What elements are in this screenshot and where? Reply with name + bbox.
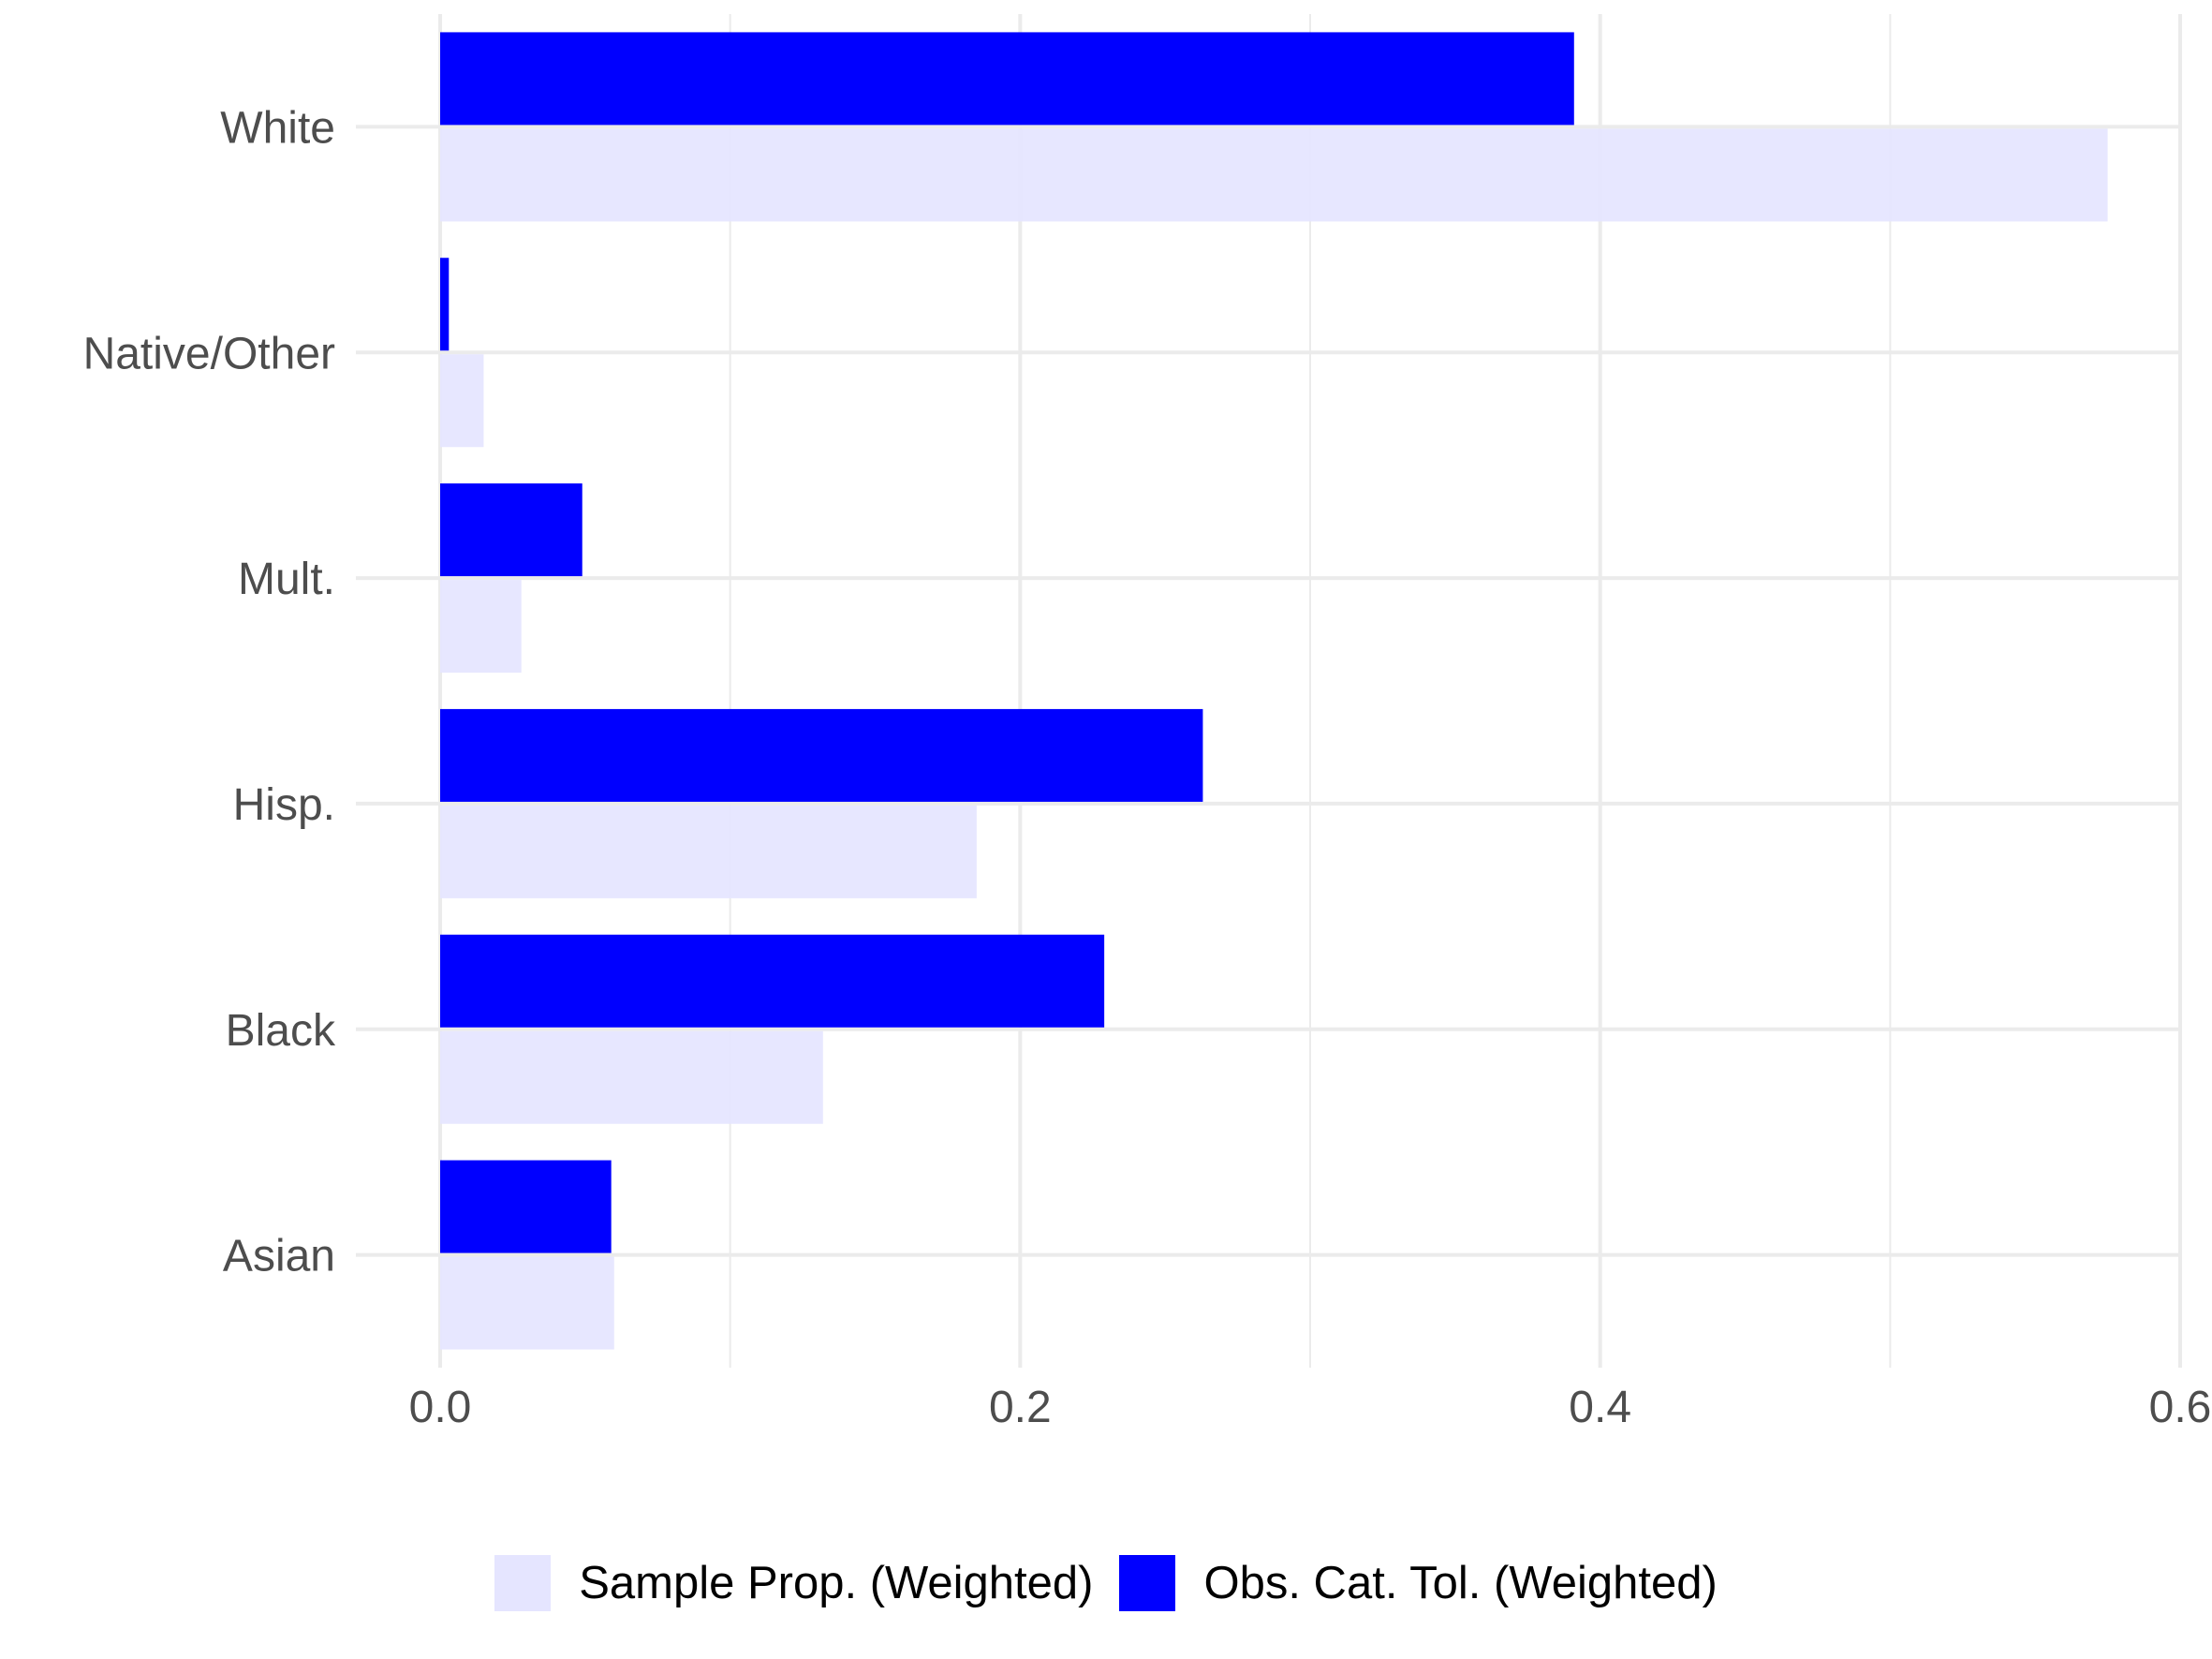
x-tick-label: 0.2 <box>989 1383 1052 1432</box>
bar-obs-cat-tol-native-other <box>440 258 450 351</box>
y-tick-label: Asian <box>223 1232 335 1281</box>
y-tick-label: Black <box>226 1006 336 1056</box>
bar-sample-prop-black <box>440 1030 823 1124</box>
bar-sample-prop-hisp- <box>440 805 977 898</box>
bar-obs-cat-tol-hisp- <box>440 708 1203 802</box>
legend-swatch-obs-cat-tol <box>1119 1555 1176 1611</box>
legend-item-sample-prop: Sample Prop. (Weighted) <box>494 1555 1093 1611</box>
x-axis-ticks: 0.0 0.2 0.4 0.6 <box>409 1383 2212 1432</box>
bar-obs-cat-tol-black <box>440 934 1105 1028</box>
x-tick-label: 0.4 <box>1569 1383 1631 1432</box>
legend-swatch-sample-prop <box>494 1555 552 1611</box>
bars <box>440 32 2108 1350</box>
bar-sample-prop-white <box>440 128 2108 222</box>
y-tick-label: Hisp. <box>233 780 335 830</box>
bar-sample-prop-asian <box>440 1256 614 1350</box>
bar-obs-cat-tol-mult- <box>440 483 582 577</box>
legend: Sample Prop. (Weighted) Obs. Cat. Tol. (… <box>0 1546 2212 1621</box>
bar-sample-prop-mult- <box>440 580 522 674</box>
x-tick-label: 0.6 <box>2149 1383 2212 1432</box>
y-tick-label: Mult. <box>238 555 335 604</box>
y-tick-label: White <box>220 103 335 153</box>
y-axis-ticks: White Native/Other Mult. Hisp. Black Asian <box>83 103 336 1281</box>
legend-item-obs-cat-tol: Obs. Cat. Tol. (Weighted) <box>1119 1555 1718 1611</box>
bar-obs-cat-tol-white <box>440 32 1574 126</box>
grid-lines <box>356 14 2182 1368</box>
bar-obs-cat-tol-asian <box>440 1160 612 1253</box>
y-tick-label: Native/Other <box>83 329 335 378</box>
legend-label-obs-cat-tol: Obs. Cat. Tol. (Weighted) <box>1203 1558 1718 1608</box>
bar-sample-prop-native-other <box>440 354 484 448</box>
x-tick-label: 0.0 <box>409 1383 472 1432</box>
legend-label-sample-prop: Sample Prop. (Weighted) <box>579 1558 1094 1608</box>
